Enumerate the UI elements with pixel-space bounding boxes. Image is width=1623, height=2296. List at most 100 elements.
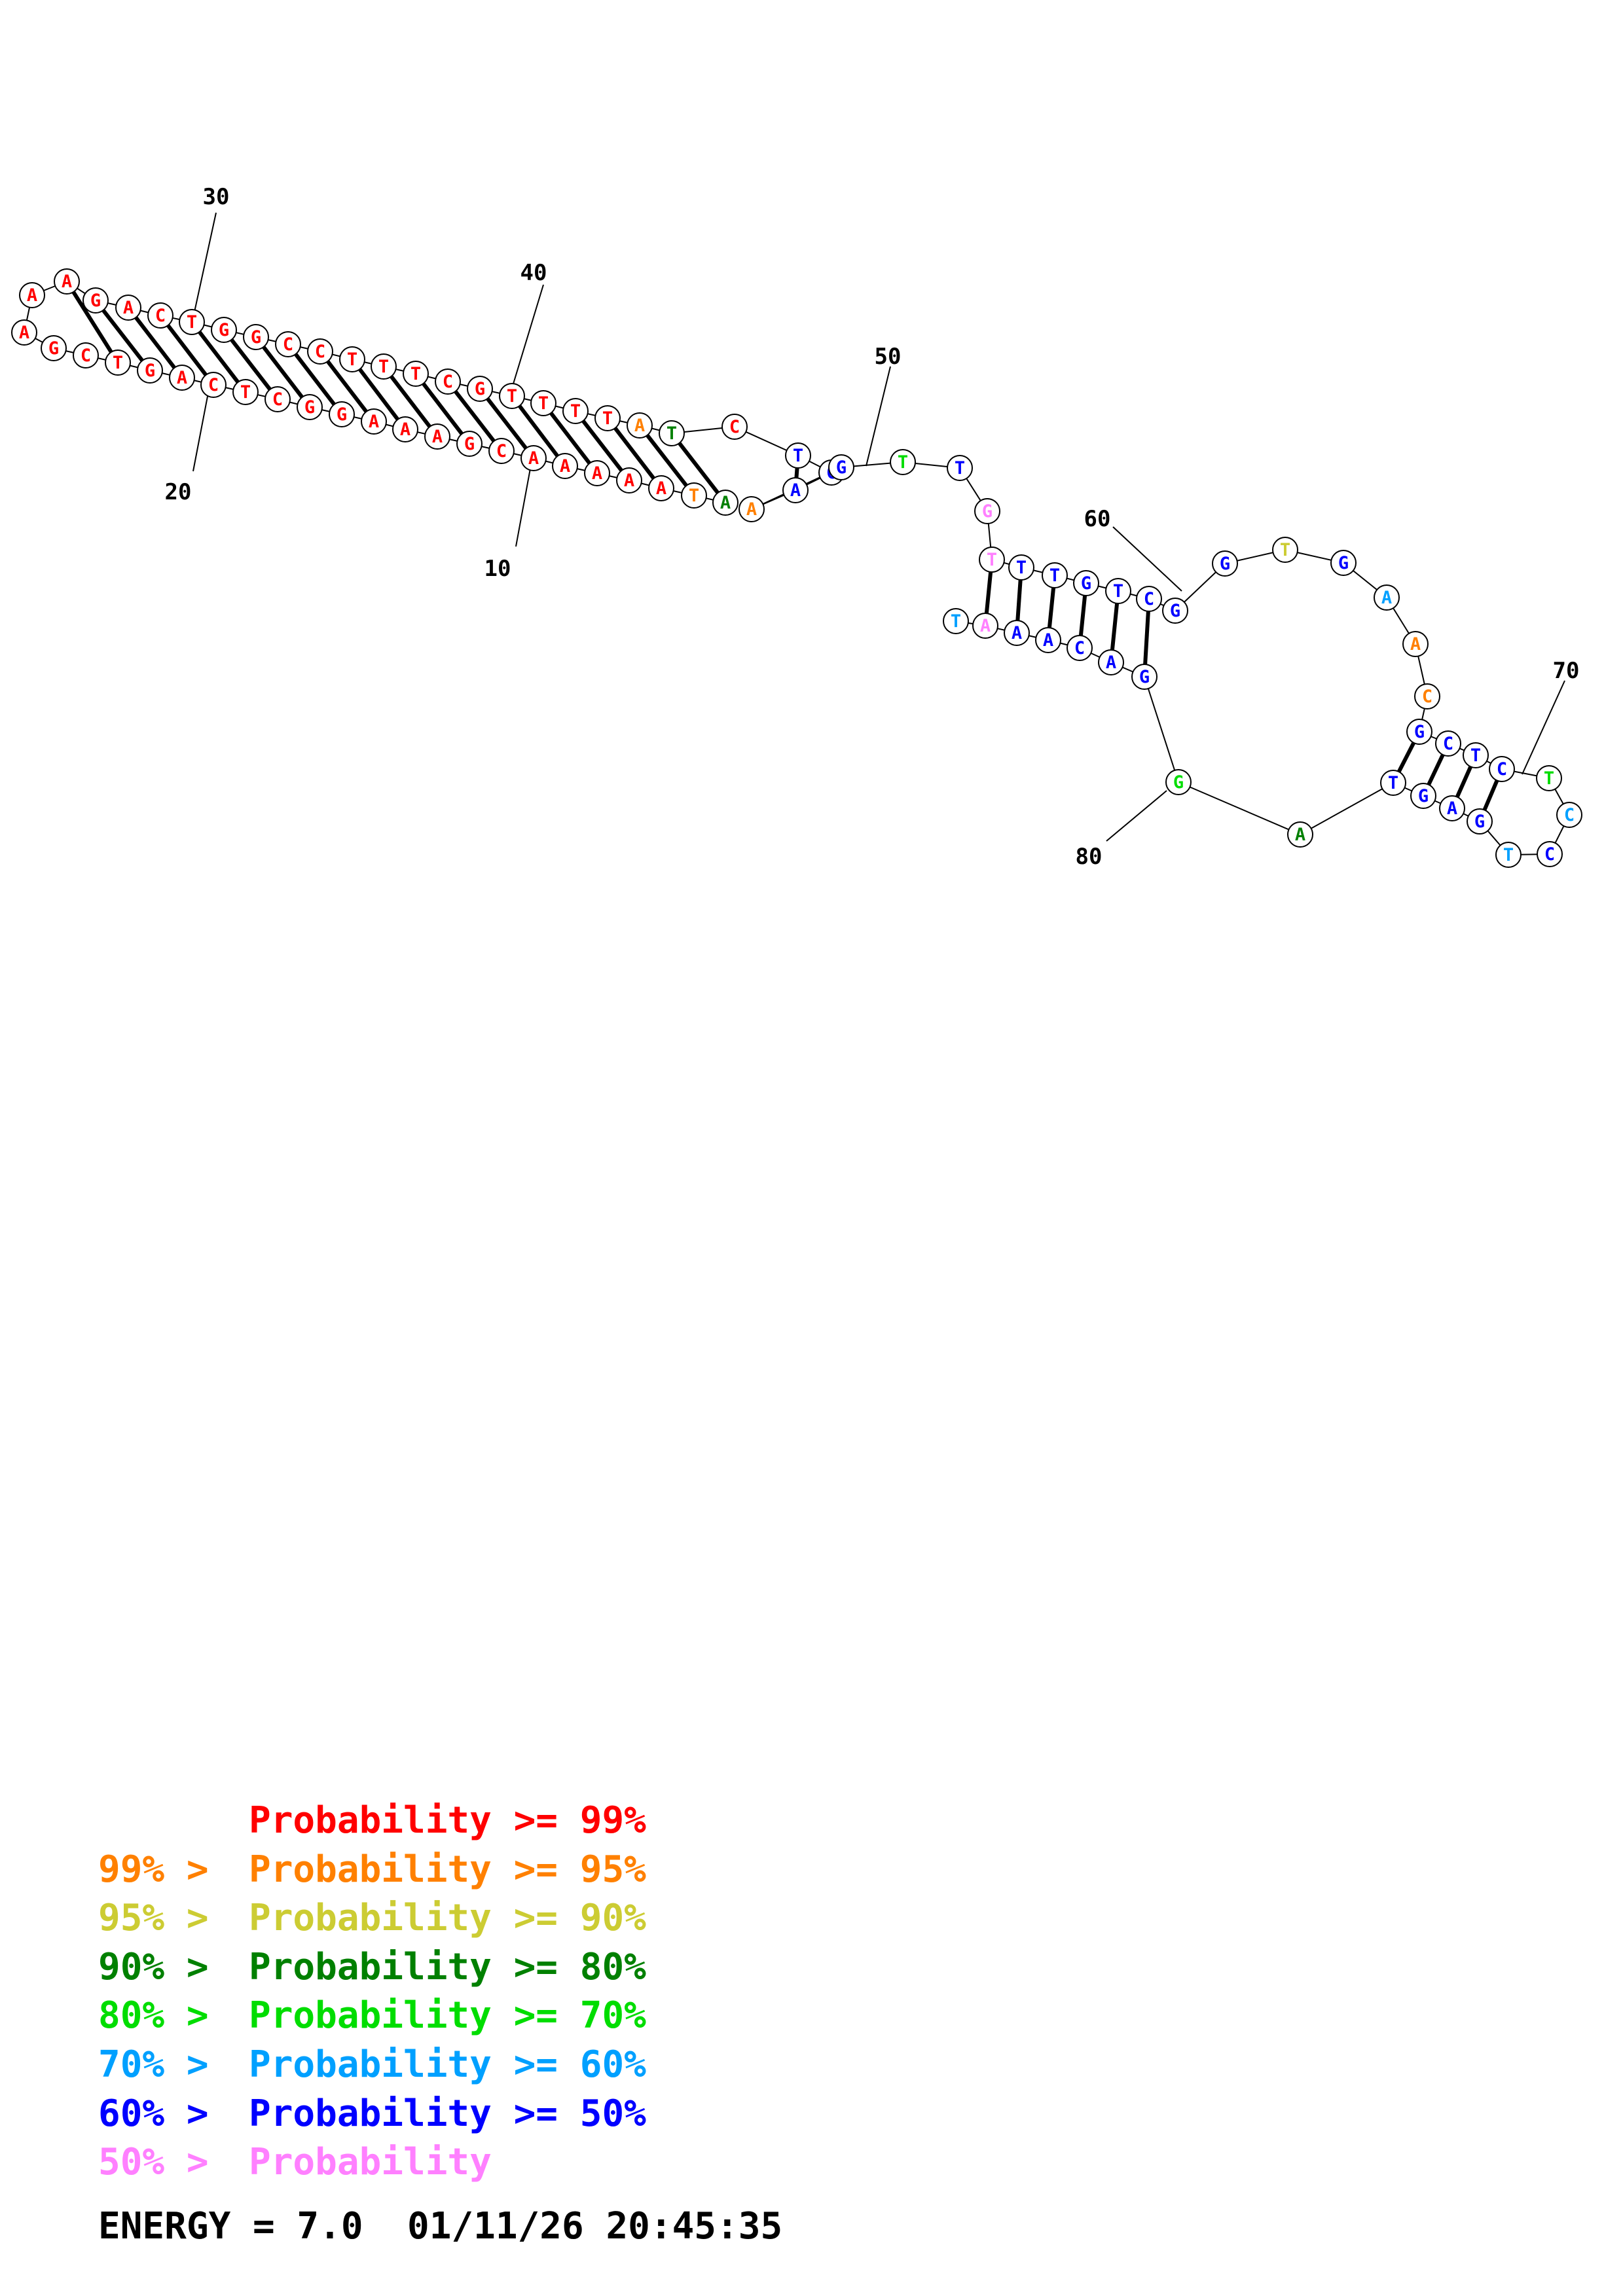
nucleotide-26: G — [82, 287, 109, 314]
nucleotide-55: T — [1008, 554, 1034, 581]
nucleotide-1: A — [712, 490, 739, 516]
nucleotide-base: A — [19, 323, 29, 343]
nucleotide-circle — [264, 386, 291, 412]
nucleotide-65: A — [1402, 631, 1429, 657]
nucleotide-circle — [1136, 586, 1162, 612]
nucleotide-circle — [943, 608, 969, 634]
nucleotide-base: G — [475, 379, 485, 399]
nucleotide-32: C — [275, 331, 301, 357]
nucleotide-circle — [499, 383, 525, 409]
nucleotide-circle — [82, 287, 109, 314]
nucleotide-base: C — [81, 346, 91, 366]
nucleotide-circle — [11, 319, 37, 346]
nucleotide-circle — [785, 442, 811, 469]
nucleotide-circle — [1467, 808, 1493, 834]
nucleotide-80: G — [1165, 769, 1192, 795]
nucleotide-87: T — [943, 608, 969, 634]
base-pair-bond — [65, 280, 120, 364]
nucleotide-base: T — [793, 446, 803, 466]
nucleotide-base: C — [1497, 759, 1507, 780]
nucleotide-8: C — [488, 438, 515, 464]
nucleotide-circle — [712, 490, 739, 516]
nucleotide-circle — [1439, 795, 1465, 821]
nucleotide-base: T — [1016, 558, 1027, 578]
nucleotide-63: G — [1330, 550, 1357, 576]
nucleotide-60: G — [1162, 598, 1188, 624]
nucleotide-circle — [137, 357, 163, 384]
nucleotide-base: T — [689, 486, 699, 506]
nucleotide-62: T — [1272, 537, 1298, 563]
nucleotide-base: C — [1564, 805, 1575, 825]
nucleotide-base: G — [251, 327, 261, 348]
nucleotide-circle — [1435, 730, 1461, 757]
nucleotide-circle — [828, 454, 854, 480]
legend-prefix: 90% > — [98, 1945, 209, 1988]
nucleotide-base: A — [528, 448, 539, 469]
base-pair-bond — [606, 417, 663, 490]
nucleotide-11: A — [392, 416, 418, 442]
nucleotide-circle — [1556, 802, 1582, 828]
nucleotide-38: G — [467, 376, 493, 402]
nucleotide-34: T — [339, 346, 365, 372]
nucleotide-circle — [1008, 554, 1034, 581]
nucleotide-18: A — [169, 365, 195, 391]
nucleotide-base: T — [507, 386, 517, 406]
nucleotide-circle — [361, 408, 387, 435]
nucleotide-circle — [947, 455, 973, 481]
position-tick — [1522, 680, 1565, 775]
nucleotide-19: G — [137, 357, 163, 384]
base-pair-layer — [65, 280, 1504, 823]
nucleotide-circle — [1330, 550, 1357, 576]
nucleotide-circle — [979, 547, 1005, 573]
nucleotide-39: T — [499, 383, 525, 409]
nucleotide-28: C — [147, 302, 173, 329]
base-pair-bond — [286, 343, 344, 416]
nucleotide-circle — [105, 350, 131, 376]
nucleotide-base: A — [1410, 634, 1421, 655]
base-pair-bond — [670, 432, 727, 504]
nucleotide-base: C — [315, 342, 325, 362]
base-pair-bond — [382, 365, 439, 438]
nucleotide-56: T — [1042, 562, 1068, 588]
nucleotide-base: T — [951, 611, 961, 632]
nucleotide-circle — [232, 379, 259, 405]
nucleotide-72: C — [1556, 802, 1582, 828]
nucleotide-base: G — [982, 501, 993, 522]
legend-row: Probability >= 99% — [98, 1803, 646, 1839]
base-pair-bond — [94, 299, 152, 372]
nucleotide-50: G — [828, 454, 854, 480]
nucleotide-base: C — [272, 389, 283, 410]
nucleotide-base: T — [570, 401, 581, 422]
nucleotide-5: A — [584, 460, 610, 486]
nucleotide-base: A — [27, 285, 37, 306]
nucleotide-circle — [530, 390, 556, 416]
nucleotide-25: A — [54, 268, 80, 295]
nucleotide-23: A — [11, 319, 37, 346]
nucleotide-base: G — [1139, 667, 1150, 687]
position-label-60: 60 — [1084, 506, 1111, 532]
nucleotide-base: C — [155, 306, 166, 326]
nucleotide-base: T — [187, 312, 197, 332]
nucleotide-circle — [339, 346, 365, 372]
nucleotide-base: T — [1470, 745, 1481, 766]
position-tick — [193, 212, 217, 315]
base-pair-bond — [190, 321, 247, 393]
nucleotide-circle — [73, 342, 99, 368]
nucleotide-circle — [1131, 664, 1158, 690]
nucleotide-circle — [1272, 537, 1298, 563]
legend-text: Probability >= 50% — [249, 2092, 646, 2135]
nucleotide-circle — [552, 453, 578, 479]
energy-footer: ENERGY = 7.0 01/11/26 20:45:35 — [98, 2205, 783, 2248]
nucleotide-53: G — [974, 498, 1000, 524]
nucleotide-base: A — [592, 463, 602, 484]
nucleotide-base: G — [464, 434, 475, 454]
nucleotide-base: G — [145, 361, 155, 381]
nucleotide-base: A — [1012, 623, 1022, 643]
nucleotide-base: T — [1544, 768, 1554, 789]
nucleotide-circle — [520, 445, 547, 471]
nucleotide-base: T — [538, 393, 549, 414]
nucleotide-circle — [456, 431, 483, 457]
nucleotide-base: T — [1388, 773, 1398, 793]
nucleotide-base: G — [1170, 601, 1180, 621]
legend-prefix: 70% > — [98, 2043, 209, 2086]
